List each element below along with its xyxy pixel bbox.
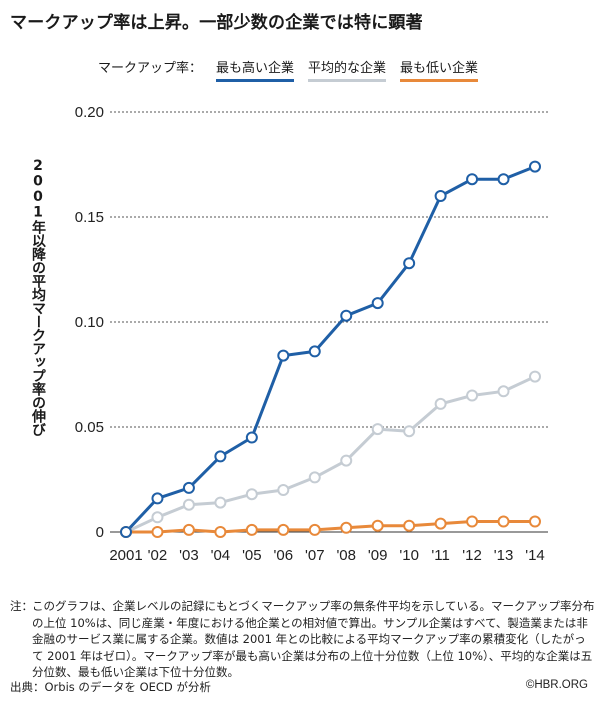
legend-item-lowest: 最も低い企業 [400,57,479,82]
data-point [466,515,479,528]
data-point [340,521,353,534]
data-point [182,523,195,536]
x-tick-label: '06 [274,547,294,564]
legend-label-highest: 最も高い企業 [216,61,295,76]
x-tick-label: '02 [148,547,168,564]
y-tick-label: 0.20 [75,104,104,121]
data-point [214,496,227,509]
data-point [466,389,479,402]
data-point [214,526,227,538]
data-point [403,257,416,270]
footnote-body: このグラフは、企業レベルの記録にもとづくマークアップ率の無条件平均を示している。… [32,599,595,679]
data-point [434,190,447,202]
legend-prefix-label: マークアップ率： [98,61,203,76]
data-point [466,173,479,186]
x-tick-label: '08 [336,547,356,564]
x-tick-label: '09 [368,547,388,564]
data-point [245,488,258,501]
data-point [182,498,195,511]
legend-swatch-average [308,79,387,82]
data-point [434,397,447,410]
chart-title: マークアップ率は上昇。一部少数の企業では特に顕著 [10,13,423,33]
source-text: 出典：Orbis のデータを OECD が分析 [10,680,211,694]
data-point [340,309,353,322]
data-point [371,519,384,532]
data-point [245,431,258,444]
data-point [277,484,290,496]
data-point [277,349,290,362]
legend-item-highest: 最も高い企業 [216,57,295,82]
data-point [497,515,510,528]
data-point [497,173,510,186]
y-tick-label: 0.15 [75,209,104,226]
data-point [434,517,447,530]
data-point [214,450,227,463]
y-tick-label: 0.10 [75,314,104,331]
data-point [371,297,384,310]
data-point [120,526,132,538]
data-point [308,471,321,484]
data-point [529,370,541,383]
data-point [245,523,258,536]
data-point [497,385,510,398]
x-tick-label: '14 [525,547,545,564]
footnote-head: 注： [10,599,33,613]
data-point [151,511,164,524]
data-point [151,492,164,505]
x-tick-label: 2001 [109,547,142,564]
data-point [403,425,416,438]
x-tick-label: '12 [462,547,482,564]
x-tick-label: '04 [211,547,231,564]
credit-text: ©HBR.ORG [525,679,588,691]
y-tick-label: 0.05 [75,419,104,436]
legend-label-average: 平均的な企業 [308,61,387,76]
legend-swatch-lowest [400,79,479,82]
data-point [371,423,384,436]
y-axis-label: 2001年以降の平均マークアップ率の伸び [30,158,46,436]
data-point [308,345,321,358]
series-line [124,165,536,534]
footnote: 注： このグラフは、企業レベルの記録にもとづくマークアップ率の無条件平均を示して… [10,598,595,681]
data-point [308,523,321,536]
data-point [151,526,164,538]
x-tick-label: '07 [305,547,325,564]
x-tick-label: '13 [494,547,514,564]
y-tick-label: 0 [96,524,104,541]
legend-swatch-highest [216,79,295,82]
legend-item-average: 平均的な企業 [308,57,387,82]
data-point [182,481,195,494]
legend-prefix: マークアップ率： [98,57,202,82]
data-point [529,160,541,173]
x-tick-label: '05 [242,547,262,564]
x-tick-label: '11 [431,547,449,564]
x-tick-label: '10 [399,547,419,564]
x-tick-label: '03 [179,547,199,564]
legend: マークアップ率： 最も高い企業 平均的な企業 最も低い企業 [98,57,492,82]
data-point [529,515,541,528]
data-point [277,523,290,536]
data-point [340,454,353,467]
legend-label-lowest: 最も低い企業 [400,61,479,76]
data-point [403,519,416,532]
